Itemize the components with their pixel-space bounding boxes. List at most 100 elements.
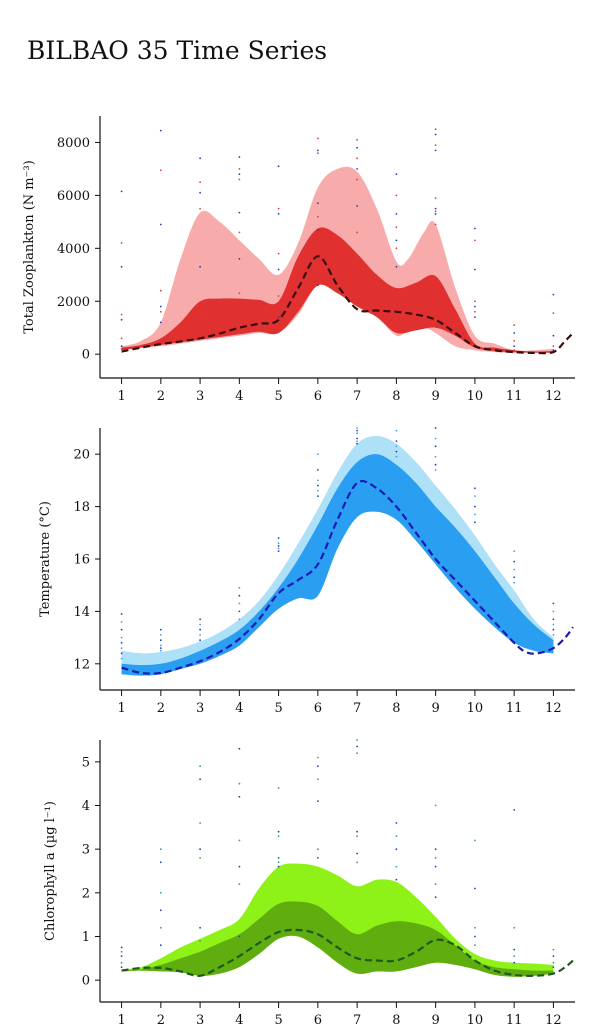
x-tick-label: 1 xyxy=(117,389,125,404)
observation-point xyxy=(277,787,280,789)
observation-point xyxy=(474,839,476,842)
observation-point xyxy=(434,427,437,429)
observation-point xyxy=(317,469,319,471)
observation-point xyxy=(277,295,280,297)
observation-point xyxy=(356,432,358,435)
observation-point xyxy=(474,487,476,490)
observation-point xyxy=(395,173,398,176)
observation-point xyxy=(159,909,162,912)
observation-point xyxy=(356,745,358,748)
observation-point xyxy=(552,349,555,352)
observation-point xyxy=(199,634,202,636)
observation-point xyxy=(277,537,280,539)
observation-point xyxy=(552,628,555,631)
observation-point xyxy=(120,955,123,957)
observation-point xyxy=(120,961,123,964)
observation-point xyxy=(513,568,516,571)
observation-point xyxy=(159,649,162,652)
observation-point xyxy=(120,613,123,615)
observation-point xyxy=(238,211,241,214)
observation-point xyxy=(277,861,280,864)
observation-point xyxy=(317,479,319,482)
observation-point xyxy=(159,891,162,894)
observation-point xyxy=(159,926,162,929)
x-tick-label: 4 xyxy=(235,701,243,716)
observation-point xyxy=(277,857,280,859)
x-tick-label: 11 xyxy=(506,389,523,404)
x-tick-label: 1 xyxy=(117,701,125,716)
x-tick-label: 10 xyxy=(467,1013,484,1028)
observation-point xyxy=(513,550,516,552)
observation-point xyxy=(159,321,162,324)
median-line xyxy=(121,928,574,977)
observation-point xyxy=(395,226,398,229)
observation-point xyxy=(238,935,241,938)
observation-point xyxy=(199,822,202,824)
observation-point xyxy=(159,639,162,642)
observation-point xyxy=(356,138,358,141)
x-tick-label: 9 xyxy=(431,701,439,716)
observation-point xyxy=(434,445,437,448)
observation-point xyxy=(317,202,319,205)
observation-point xyxy=(474,495,476,497)
observation-point xyxy=(277,835,280,837)
y-tick-label: 8000 xyxy=(57,136,90,151)
x-tick-label: 9 xyxy=(431,389,439,404)
y-tick-label: 4 xyxy=(82,799,90,814)
x-tick-label: 12 xyxy=(545,1013,562,1028)
observation-point xyxy=(159,647,162,649)
observation-point xyxy=(277,542,280,545)
observation-point xyxy=(120,621,123,623)
observation-point xyxy=(199,181,202,184)
observation-point xyxy=(317,484,319,487)
observation-point xyxy=(317,778,319,781)
observation-point xyxy=(159,305,162,308)
x-tick-label: 1 xyxy=(117,1013,125,1028)
observation-point xyxy=(238,795,241,798)
outer-range-band xyxy=(121,435,554,676)
observation-point xyxy=(159,861,162,864)
y-tick-label: 16 xyxy=(73,553,90,568)
observation-point xyxy=(434,463,437,466)
y-tick-label: 3 xyxy=(82,843,90,858)
observation-point xyxy=(552,955,555,957)
x-tick-label: 5 xyxy=(274,1013,282,1028)
observation-point xyxy=(356,830,358,833)
observation-point xyxy=(434,804,437,807)
median-line xyxy=(121,255,574,355)
observation-point xyxy=(395,213,398,215)
observation-point xyxy=(317,228,319,231)
observation-point xyxy=(552,334,555,337)
observation-point xyxy=(277,865,280,868)
observation-point xyxy=(317,268,319,271)
observation-point xyxy=(474,316,476,318)
observation-point xyxy=(277,268,280,271)
observation-point xyxy=(159,169,162,172)
observation-point xyxy=(277,547,280,550)
x-tick-label: 2 xyxy=(157,1013,165,1028)
observation-point xyxy=(159,848,162,851)
y-tick-label: 6000 xyxy=(57,189,90,204)
observation-point xyxy=(199,157,202,160)
x-tick-label: 7 xyxy=(353,1013,361,1028)
observation-point xyxy=(238,782,241,785)
observation-point xyxy=(159,310,162,313)
observation-point xyxy=(238,292,241,295)
observation-point xyxy=(474,300,476,303)
observation-point xyxy=(317,149,319,152)
x-tick-label: 9 xyxy=(431,1013,439,1028)
y-tick-label: 1 xyxy=(82,930,90,945)
observation-point xyxy=(395,239,398,242)
observation-point xyxy=(277,545,280,547)
observation-point xyxy=(238,839,241,842)
observation-point xyxy=(513,340,516,342)
y-tick-label: 2000 xyxy=(57,295,90,310)
observation-point xyxy=(356,231,358,234)
observation-point xyxy=(474,239,476,242)
observation-point xyxy=(317,857,319,859)
observation-point xyxy=(238,258,241,260)
